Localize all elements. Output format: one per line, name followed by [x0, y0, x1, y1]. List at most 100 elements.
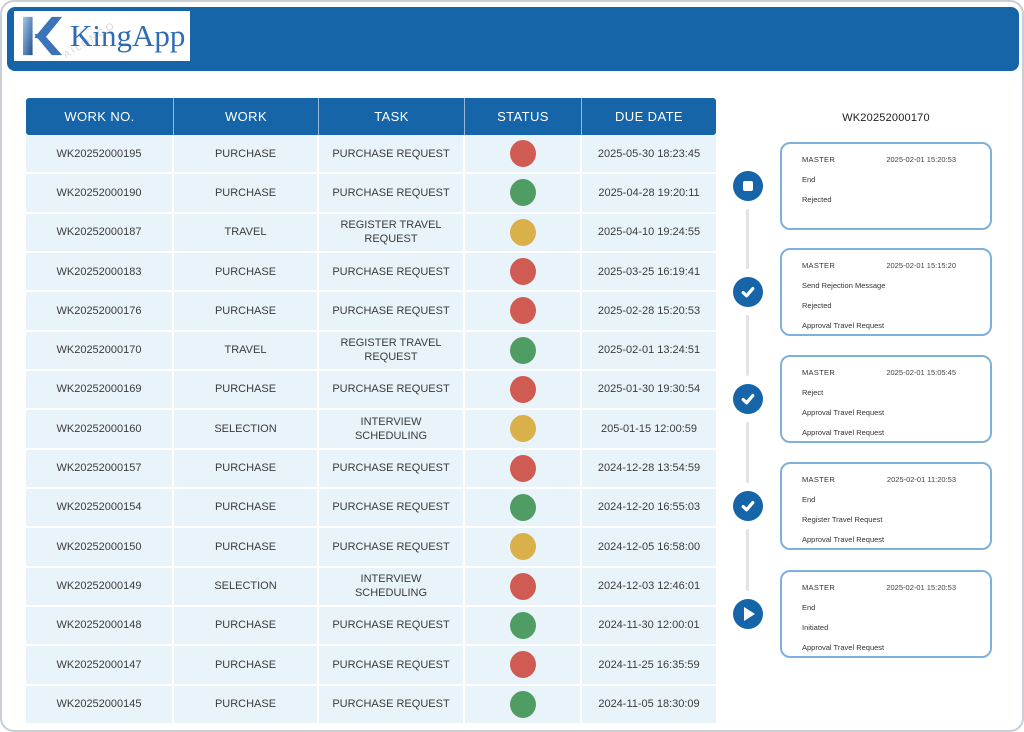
- table-row[interactable]: WK20252000149 SELECTION INTERVIEW SCHEDU…: [26, 567, 716, 607]
- table-row[interactable]: WK20252000147 PURCHASE PURCHASE REQUEST …: [26, 646, 716, 686]
- check-glyph: [741, 394, 755, 405]
- task-cell: PURCHASE REQUEST: [319, 292, 465, 330]
- status-cell: [465, 488, 582, 527]
- status-dot-red: [509, 651, 536, 679]
- table-row[interactable]: WK20252000183 PURCHASE PURCHASE REQUEST …: [26, 252, 716, 293]
- status-cell: [465, 606, 582, 645]
- work-cell: PURCHASE: [174, 528, 319, 566]
- status-cell: [465, 174, 582, 212]
- work-cell: PURCHASE: [174, 252, 319, 291]
- work-no-cell: WK20252000183: [26, 252, 174, 291]
- card-line: Approval Travel Request: [802, 535, 885, 544]
- work-cell: TRAVEL: [174, 331, 319, 369]
- stop-icon: [733, 171, 763, 201]
- stop-glyph: [743, 181, 753, 191]
- due-date-cell: 2025-04-28 19:20:11: [598, 186, 700, 199]
- work-no-cell: WK20252000195: [26, 135, 174, 173]
- work-no-cell: WK20252000176: [26, 292, 174, 330]
- due-date-cell: 2025-02-28 15:20:53: [597, 304, 701, 317]
- work-cell: SELECTION: [174, 410, 319, 448]
- timeline-card: MASTER 2025-02-01 15:05:45 Reject Approval …: [780, 355, 992, 443]
- due-date-cell: 2024-12-03 12:46:01: [597, 580, 701, 593]
- card-line: End: [802, 603, 816, 612]
- status-dot-red: [509, 572, 536, 600]
- status-cell: [465, 528, 582, 566]
- table-row[interactable]: WK20252000187 TRAVEL REGISTER TRAVEL REQ…: [26, 213, 716, 253]
- table-body: WK20252000195 PURCHASE PURCHASE REQUEST …: [26, 135, 716, 725]
- card-actor: MASTER: [802, 261, 836, 270]
- table-row[interactable]: WK20252000176 PURCHASE PURCHASE REQUEST …: [26, 292, 716, 332]
- task-cell: PURCHASE REQUEST: [319, 606, 465, 645]
- task-cell: REGISTER TRAVEL REQUEST: [319, 331, 465, 369]
- work-no-cell: WK20252000190: [26, 174, 174, 212]
- status-dot-green: [509, 612, 536, 640]
- table-row[interactable]: WK20252000157 PURCHASE PURCHASE REQUEST …: [26, 449, 716, 489]
- table-row[interactable]: WK20252000145 PURCHASE PURCHASE REQUEST …: [26, 685, 716, 725]
- work-cell: PURCHASE: [174, 135, 319, 173]
- task-cell: PURCHASE REQUEST: [319, 449, 465, 487]
- task-cell: PURCHASE REQUEST: [319, 370, 465, 409]
- task-cell: PURCHASE REQUEST: [319, 252, 465, 291]
- task-cell: PURCHASE REQUEST: [319, 174, 465, 212]
- status-cell: [465, 292, 582, 330]
- table-row[interactable]: WK20252000160 SELECTION INTERVIEW SCHEDU…: [26, 410, 716, 450]
- timeline-card: MASTER 2025-02-01 11:20:53 End Register Tra…: [780, 462, 992, 550]
- due-date-cell: 2024-11-30 12:00:01: [598, 619, 700, 632]
- column-header-task: TASK: [319, 98, 465, 135]
- work-cell: PURCHASE: [174, 174, 319, 212]
- table-row[interactable]: WK20252000150 PURCHASE PURCHASE REQUEST …: [26, 528, 716, 568]
- card-line: Approval Travel Request: [802, 643, 885, 652]
- timeline-connector: [746, 315, 749, 376]
- table-row[interactable]: WK20252000190 PURCHASE PURCHASE REQUEST …: [26, 174, 716, 214]
- status-cell: [465, 646, 582, 684]
- column-header-status: STATUS: [465, 98, 582, 135]
- timeline-card: MASTER 2025-02-01 15:20:53 End Rejected: [780, 142, 992, 230]
- work-no-cell: WK20252000148: [26, 606, 174, 645]
- table-header-row: WORK NO. WORK TASK STATUS DUE DATE: [26, 98, 716, 135]
- work-no-cell: WK20252000187: [26, 213, 174, 251]
- timeline-connector: [746, 422, 749, 483]
- card-timestamp: 2025-02-01 15:05:45: [886, 368, 956, 377]
- status-dot-green: [509, 494, 536, 522]
- task-cell: INTERVIEW SCHEDULING: [319, 567, 465, 605]
- table-row[interactable]: WK20252000169 PURCHASE PURCHASE REQUEST …: [26, 370, 716, 411]
- task-cell: PURCHASE REQUEST: [319, 685, 465, 723]
- status-dot-red: [509, 140, 536, 168]
- app-title: KingApp: [70, 17, 186, 53]
- work-cell: PURCHASE: [174, 370, 319, 409]
- status-cell: [465, 370, 582, 409]
- work-cell: PURCHASE: [174, 646, 319, 684]
- check-glyph: [741, 501, 755, 512]
- table-row[interactable]: WK20252000170 TRAVEL REGISTER TRAVEL REQ…: [26, 331, 716, 371]
- table-row[interactable]: WK20252000154 PURCHASE PURCHASE REQUEST …: [26, 488, 716, 529]
- card-line: Rejected: [802, 301, 832, 310]
- table-row[interactable]: WK20252000195 PURCHASE PURCHASE REQUEST …: [26, 135, 716, 175]
- due-date-cell: 205-01-15 12:00:59: [600, 422, 698, 435]
- due-date-cell: 2025-05-30 18:23:45: [597, 147, 701, 160]
- work-no-cell: WK20252000160: [26, 410, 174, 448]
- card-line: Reject: [802, 388, 824, 397]
- work-cell: PURCHASE: [174, 685, 319, 723]
- card-line: Rejected: [802, 195, 832, 204]
- card-actor: MASTER: [802, 475, 836, 484]
- work-table: WORK NO. WORK TASK STATUS DUE DATE WK202…: [26, 98, 716, 725]
- app-logo[interactable]: KingApp AILONGO: [14, 11, 190, 61]
- timeline-connector: [746, 529, 749, 591]
- due-date-cell: 2024-12-20 16:55:03: [597, 501, 701, 514]
- status-dot-red: [509, 258, 536, 286]
- work-no-cell: WK20252000147: [26, 646, 174, 684]
- work-cell: PURCHASE: [174, 449, 319, 487]
- status-dot-red: [509, 454, 536, 482]
- task-cell: PURCHASE REQUEST: [319, 135, 465, 173]
- task-cell: PURCHASE REQUEST: [319, 488, 465, 527]
- work-no-cell: WK20252000145: [26, 685, 174, 723]
- work-cell: TRAVEL: [174, 213, 319, 251]
- table-row[interactable]: WK20252000148 PURCHASE PURCHASE REQUEST …: [26, 606, 716, 647]
- due-date-cell: 2024-11-25 16:35:59: [598, 658, 700, 671]
- check-icon: [733, 491, 763, 521]
- work-no-cell: WK20252000149: [26, 567, 174, 605]
- card-line: End: [802, 495, 816, 504]
- card-line: End: [802, 175, 816, 184]
- status-cell: [465, 567, 582, 605]
